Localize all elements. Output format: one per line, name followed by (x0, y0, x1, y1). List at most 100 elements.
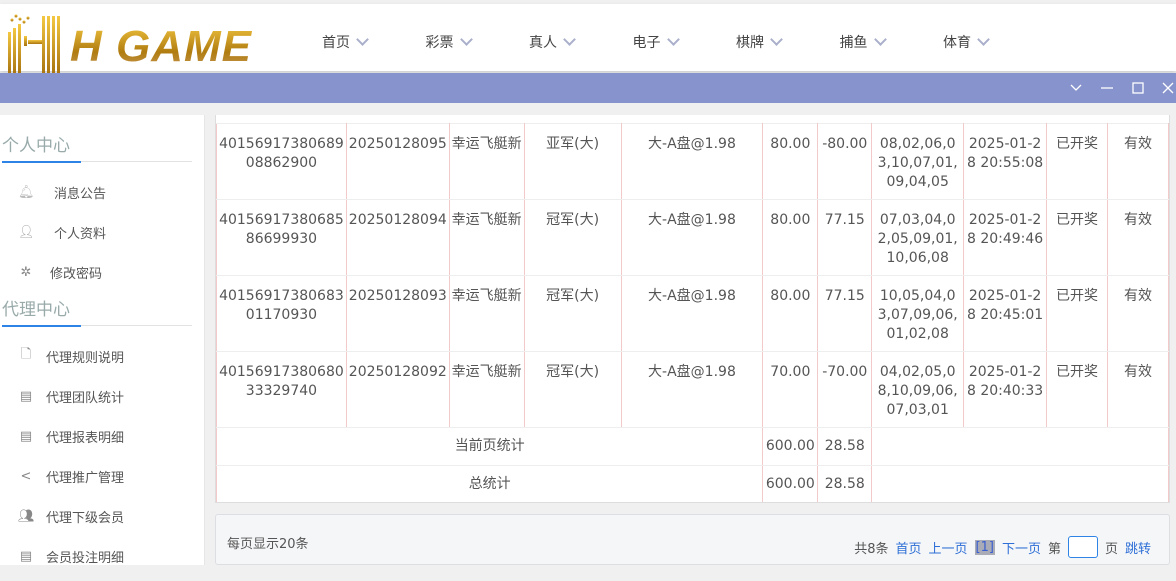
sidebar-item-bets[interactable]: ▤ 会员投注明细 (0, 536, 204, 566)
nav-home[interactable]: 首页 (322, 32, 426, 52)
bottom-scroll-area (0, 565, 1176, 581)
sidebar-item-team-stats[interactable]: ▤ 代理团队统计 (0, 376, 204, 416)
next-page-link[interactable]: 下一页 (1001, 541, 1041, 557)
sidebar: 个人中心 🔔︎ 消息公告 👤︎ 个人资料 ✲ 修改密码 代理中心 🗋 代理规则说明 ▤ 代… (0, 115, 205, 565)
close-button[interactable] (1153, 73, 1176, 103)
nav-sports[interactable]: 体育 (943, 32, 1047, 52)
top-navbar: H GAME 首页 彩票 真人 电子 棋牌 捕鱼 体育 (0, 4, 1176, 74)
gear-icon: ✲ (20, 264, 32, 280)
sidebar-item-agent-rules[interactable]: 🗋 代理规则说明 (0, 336, 204, 376)
table-cell: -80.00 (817, 123, 873, 200)
nav-label: 体育 (943, 35, 971, 51)
summary-empty (871, 465, 1169, 502)
nav-live[interactable]: 真人 (529, 32, 633, 52)
summary-profit: 28.58 (817, 465, 873, 502)
section-agent: 代理中心 (2, 292, 192, 327)
sidebar-item-label: 修改密码 (50, 266, 103, 282)
sidebar-item-label: 消息公告 (54, 186, 107, 202)
summary-label: 当前页统计 (216, 427, 764, 466)
share-icon: < (20, 468, 32, 484)
sidebar-item-label: 会员投注明细 (46, 550, 125, 566)
table-cell: 幸运飞艇新 (448, 351, 525, 428)
table-cell: 10,05,04,03,07,09,06,01,02,08 (871, 275, 965, 352)
logo-mark-icon (8, 14, 60, 74)
logo[interactable]: H GAME (4, 10, 266, 74)
table-cell: 4015691738068908862900 (216, 123, 347, 200)
table-cell: 04,02,05,08,10,09,06,07,03,01 (871, 351, 965, 428)
table-cell: 2025-01-28 20:40:33 (963, 351, 1048, 428)
jump-button[interactable]: 跳转 (1124, 541, 1151, 557)
nav-lottery[interactable]: 彩票 (426, 32, 530, 52)
nav-fishing[interactable]: 捕鱼 (840, 32, 944, 52)
summary-amount: 600.00 (762, 427, 819, 466)
table-cell: 已开奖 (1046, 351, 1108, 428)
maximize-icon (1132, 82, 1144, 94)
maximize-button[interactable] (1123, 73, 1153, 103)
table-cell: 80.00 (762, 199, 819, 276)
prev-page-link[interactable]: 上一页 (928, 541, 968, 557)
sidebar-item-report[interactable]: ▤ 代理报表明细 (0, 416, 204, 456)
nav-label: 棋牌 (736, 35, 764, 51)
table-cell: 70.00 (762, 351, 819, 428)
bell-icon: 🔔︎ (18, 184, 35, 200)
sidebar-item-label: 代理团队统计 (46, 390, 125, 406)
table-cell: 2025-01-28 20:45:01 (963, 275, 1048, 352)
sidebar-item-label: 代理下级会员 (46, 510, 125, 526)
logo-text: H GAME (70, 22, 252, 71)
nav-slots[interactable]: 电子 (633, 32, 737, 52)
table-cell: 20250128094 (345, 199, 450, 276)
current-page[interactable]: [1] (974, 539, 995, 555)
book-icon: ▤ (19, 388, 33, 404)
per-page-label: 每页显示20条 (227, 537, 309, 552)
table-cell: 4015691738068301170930 (216, 275, 347, 352)
table-row: 4015691738068033329740 20250128092 幸运飞艇新 冠军… (216, 351, 1169, 428)
sidebar-item-notices[interactable]: 🔔︎ 消息公告 (0, 172, 204, 212)
table-cell: -70.00 (817, 351, 873, 428)
page-suffix: 页 (1104, 541, 1118, 557)
minimize-icon (1101, 87, 1113, 89)
sidebar-item-label: 个人资料 (54, 226, 107, 242)
section-personal: 个人中心 (2, 115, 192, 163)
summary-amount: 600.00 (762, 465, 819, 502)
table-cell: 亚军(大) (523, 123, 622, 200)
list-icon: ▤ (19, 548, 33, 564)
sidebar-item-profile[interactable]: 👤︎ 个人资料 (0, 212, 204, 252)
nav-label: 真人 (529, 35, 557, 51)
section-title: 个人中心 (2, 136, 70, 156)
sidebar-item-promotion[interactable]: < 代理推广管理 (0, 456, 204, 496)
chevron-down-icon (1070, 84, 1082, 91)
table-cell: 冠军(大) (523, 275, 622, 352)
table-cell: 幸运飞艇新 (448, 275, 525, 352)
close-icon (1162, 82, 1174, 94)
table-cell: 已开奖 (1046, 275, 1108, 352)
table-cell: 77.15 (817, 275, 873, 352)
table-cell: 幸运飞艇新 (448, 123, 525, 200)
first-page-link[interactable]: 首页 (895, 541, 922, 557)
table-cell: 有效 (1106, 275, 1169, 352)
table-cell: 有效 (1106, 351, 1169, 428)
table-cell: 4015691738068586699930 (216, 199, 347, 276)
nav-cards[interactable]: 棋牌 (736, 32, 840, 52)
summary-row-grand-total: 总统计 600.00 28.58 (216, 465, 1169, 502)
summary-empty (871, 427, 1169, 466)
table-cell: 4015691738068033329740 (216, 351, 347, 428)
pagination-bar: 每页显示20条 共8条 首页 上一页 [1] 下一页 第 页 跳转 (215, 514, 1170, 565)
collapse-button[interactable] (1061, 73, 1091, 103)
table-cell: 幸运飞艇新 (448, 199, 525, 276)
total-count: 共8条 (854, 541, 889, 557)
summary-profit: 28.58 (817, 427, 873, 466)
sidebar-item-members[interactable]: 👥︎ 代理下级会员 (0, 496, 204, 536)
table-cell: 77.15 (817, 199, 873, 276)
summary-label: 总统计 (216, 465, 764, 502)
table-row: 4015691738068908862900 20250128095 幸运飞艇新 亚军… (216, 123, 1169, 200)
table-cell: 20250128095 (345, 123, 450, 200)
sidebar-item-password[interactable]: ✲ 修改密码 (0, 252, 204, 292)
table-cell: 冠军(大) (523, 351, 622, 428)
page-number-input[interactable] (1067, 536, 1098, 558)
table-cell: 80.00 (762, 123, 819, 200)
minimize-button[interactable] (1092, 73, 1122, 103)
sidebar-item-label: 代理规则说明 (46, 350, 125, 366)
page-prefix: 第 (1047, 541, 1061, 557)
table-cell: 2025-01-28 20:55:08 (963, 123, 1048, 200)
table-cell: 20250128093 (345, 275, 450, 352)
